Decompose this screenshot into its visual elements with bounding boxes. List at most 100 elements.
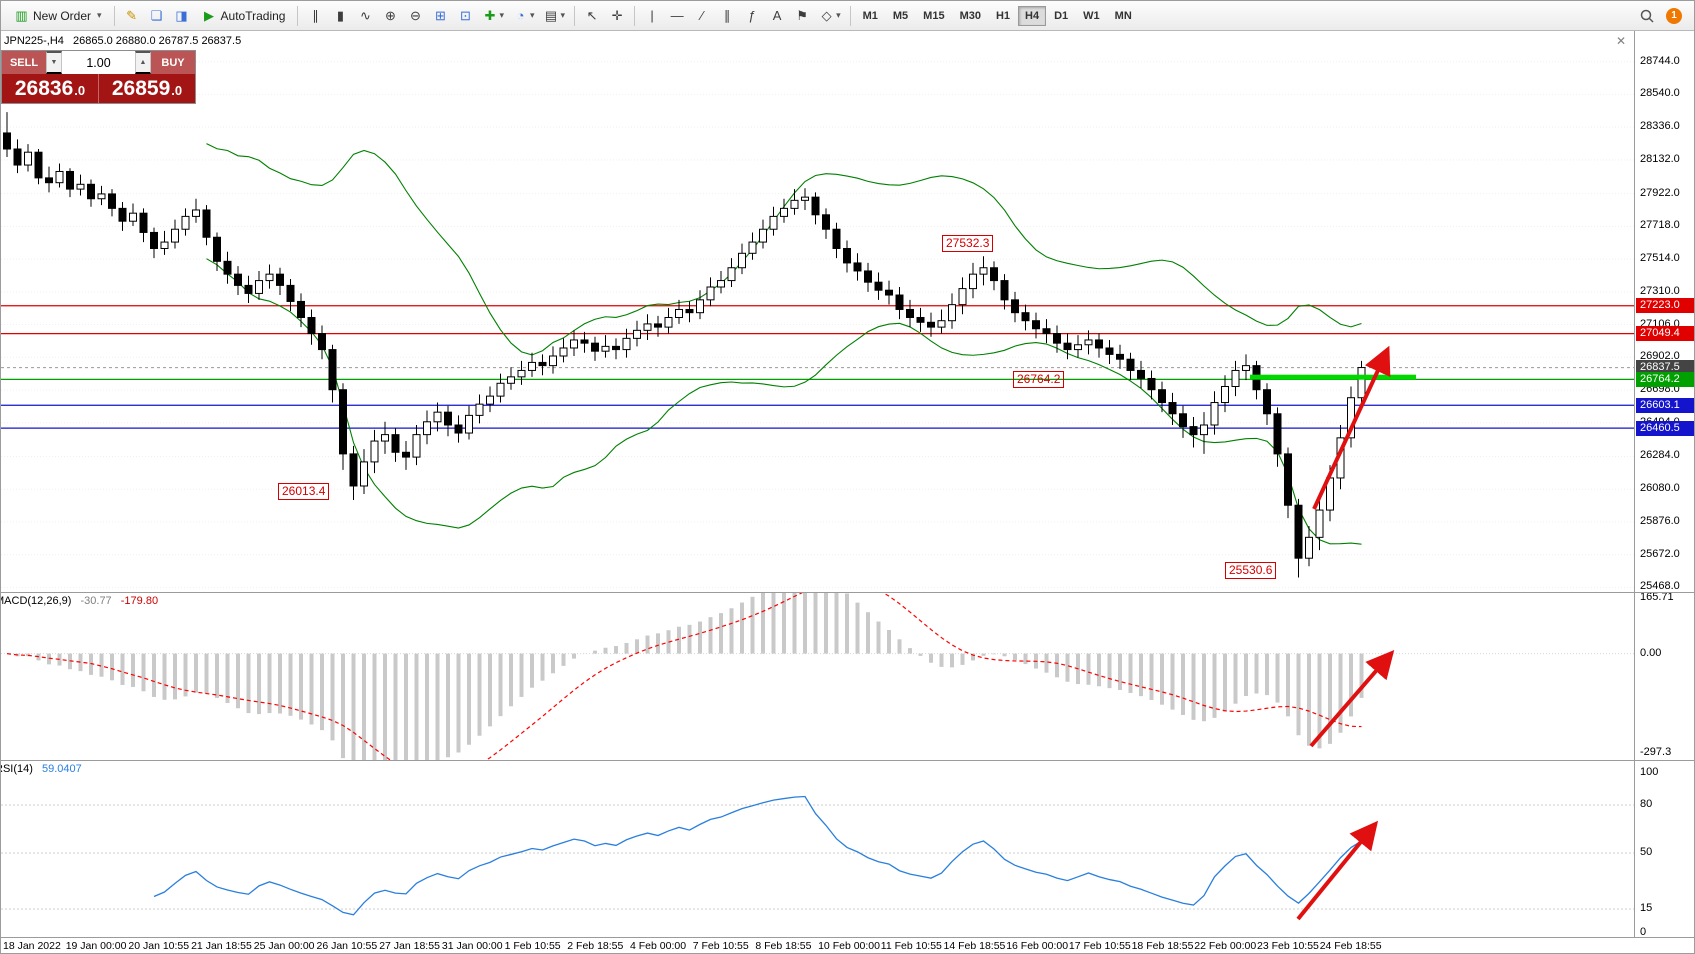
close-icon[interactable]: ✕ <box>1616 34 1627 48</box>
candle <box>150 231 158 249</box>
volume-increase-button[interactable]: ▲ <box>135 51 151 74</box>
timeframe-w1[interactable]: W1 <box>1076 6 1107 26</box>
zoom-in-button[interactable]: ⊕ <box>378 4 402 28</box>
panel-separator[interactable] <box>1 592 1694 593</box>
label-tool-button[interactable]: ⚑ <box>790 4 814 28</box>
candle <box>349 453 358 487</box>
styler-icon: ✎ <box>126 8 137 23</box>
tile-windows-button[interactable]: ⊞ <box>428 4 452 28</box>
rsi-indicator-chart[interactable] <box>1 760 1695 937</box>
sell-price[interactable]: 26836 .0 <box>2 74 98 103</box>
buy-button[interactable]: BUY <box>151 51 195 74</box>
x-axis-label: 1 Feb 10:55 <box>504 940 561 952</box>
timeframe-h4[interactable]: H4 <box>1018 5 1047 26</box>
timeframe-d1[interactable]: D1 <box>1047 6 1075 26</box>
candle <box>769 215 778 230</box>
label-tool-icon: ⚑ <box>796 8 808 23</box>
new-order-button[interactable]: ▥ New Order ▾ <box>7 4 109 28</box>
candle <box>507 376 515 384</box>
one-click-trading-panel: SELL ▼ 1.00 ▲ BUY 26836 .0 26859 .0 <box>1 50 196 104</box>
channel-tool-button[interactable]: ∥ <box>715 4 739 28</box>
styler-button[interactable]: ✎ <box>120 4 144 28</box>
indicators-icon: ✚ <box>484 8 496 23</box>
templates-icon: ▤ <box>544 8 558 23</box>
trendline-tool-button[interactable]: ∕ <box>690 4 714 28</box>
new-order-label: New Order <box>33 8 92 23</box>
timeframe-m15[interactable]: M15 <box>916 6 951 26</box>
templates-button[interactable]: ▤ ▾ <box>540 4 570 28</box>
line-chart-button[interactable]: ∿ <box>353 4 377 28</box>
candle <box>171 228 179 243</box>
candle <box>55 170 64 184</box>
candle <box>517 369 526 378</box>
timeframe-mn[interactable]: MN <box>1108 6 1139 26</box>
candle <box>496 382 505 397</box>
indicators-button[interactable]: ✚ ▾ <box>478 4 508 28</box>
text-tool-button[interactable]: A <box>765 4 789 28</box>
cursor-button[interactable]: ↖ <box>580 4 604 28</box>
candle <box>612 345 620 351</box>
timeframe-m30[interactable]: M30 <box>953 6 988 26</box>
zoom-out-button[interactable]: ⊖ <box>403 4 427 28</box>
candle <box>948 304 956 322</box>
profiles-button[interactable]: ❏ <box>145 4 169 28</box>
candle <box>601 345 610 352</box>
x-axis-label: 31 Jan 00:00 <box>441 940 503 952</box>
candle <box>34 151 43 179</box>
shapes-icon: ◇ <box>821 8 832 23</box>
x-axis-label: 8 Feb 18:55 <box>755 940 812 952</box>
cursor-icon: ↖ <box>586 8 598 23</box>
candle <box>87 183 95 200</box>
terminal-icon: ◨ <box>175 8 188 23</box>
candle <box>1147 377 1156 391</box>
cascade-windows-button[interactable]: ⊡ <box>453 4 477 28</box>
candle <box>906 308 914 318</box>
candle <box>1357 367 1366 399</box>
search-button[interactable] <box>1635 4 1659 28</box>
candle <box>255 280 263 294</box>
symbol-info: JPN225-,H4 26865.0 26880.0 26787.5 26837… <box>4 35 241 47</box>
candle <box>1284 453 1292 506</box>
crosshair-icon: ✛ <box>611 8 623 23</box>
timeframe-h1[interactable]: H1 <box>989 6 1017 26</box>
timeframe-m1[interactable]: M1 <box>856 6 885 26</box>
crosshair-button[interactable]: ✛ <box>605 4 629 28</box>
macd-signal-value: -179.80 <box>120 595 159 607</box>
candle <box>958 288 967 306</box>
buy-price[interactable]: 26859 .0 <box>98 74 195 103</box>
timeframe-m5[interactable]: M5 <box>886 6 915 26</box>
autotrading-label: AutoTrading <box>220 8 286 23</box>
x-axis-label: 23 Feb 10:55 <box>1257 940 1319 952</box>
new-order-icon: ▥ <box>15 8 28 23</box>
volume-field[interactable]: 1.00 <box>62 51 135 74</box>
macd-indicator-chart[interactable] <box>1 592 1695 760</box>
sell-button[interactable]: SELL <box>2 51 46 74</box>
main-toolbar: ▥ New Order ▾ ✎ ❏ ◨ ▶ AutoTrading ∥ ▮ ∿ … <box>1 1 1694 31</box>
chevron-down-icon: ▾ <box>836 10 841 20</box>
candle <box>717 280 725 288</box>
channel-icon: ∥ <box>723 8 731 23</box>
candlestick-chart-button[interactable]: ▮ <box>328 4 352 28</box>
candlestick-chart[interactable] <box>1 31 1695 592</box>
fibonacci-tool-button[interactable]: ƒ <box>740 4 764 28</box>
terminal-button[interactable]: ◨ <box>170 4 194 28</box>
bar-chart-button[interactable]: ∥ <box>303 4 327 28</box>
candle <box>475 403 484 416</box>
shapes-tool-button[interactable]: ◇ ▾ <box>815 4 845 28</box>
candle <box>969 273 977 290</box>
candle <box>1126 358 1135 371</box>
horizontal-line-tool-button[interactable]: — <box>665 4 689 28</box>
trade-controls-row: SELL ▼ 1.00 ▲ BUY <box>2 51 195 74</box>
periods-button[interactable]: ◔ ▾ <box>509 4 539 28</box>
notification-badge[interactable]: 1 <box>1666 7 1682 24</box>
candle <box>1294 504 1303 559</box>
macd-signal-line <box>6 592 1362 760</box>
volume-decrease-button[interactable]: ▼ <box>46 51 62 74</box>
candle <box>528 361 536 371</box>
autotrading-button[interactable]: ▶ AutoTrading <box>195 4 293 28</box>
vertical-line-tool-button[interactable]: | <box>640 4 664 28</box>
zoom-in-icon: ⊕ <box>385 8 396 23</box>
price-axis-separator <box>1634 31 1635 937</box>
panel-separator[interactable] <box>1 760 1694 761</box>
line-chart-icon: ∿ <box>360 8 371 23</box>
